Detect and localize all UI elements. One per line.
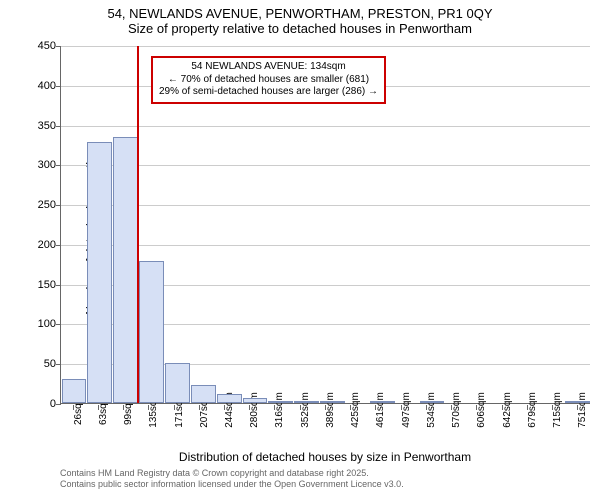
chart-title: 54, NEWLANDS AVENUE, PENWORTHAM, PRESTON…	[0, 6, 600, 21]
xtick: 570sqm	[439, 406, 464, 446]
annotation-line1: 54 NEWLANDS AVENUE: 134sqm	[159, 61, 378, 74]
xtick: 461sqm	[363, 406, 388, 446]
chart-subtitle: Size of property relative to detached ho…	[0, 21, 600, 36]
ytick-label: 350	[16, 120, 56, 132]
bar	[139, 261, 164, 403]
bar	[565, 401, 590, 403]
ytick-label: 300	[16, 159, 56, 171]
xtick: 244sqm	[211, 406, 236, 446]
xtick: 497sqm	[388, 406, 413, 446]
attribution-text: Contains HM Land Registry data © Crown c…	[60, 468, 404, 491]
bar	[243, 398, 268, 403]
ytick-mark	[56, 404, 61, 405]
ytick-label: 400	[16, 80, 56, 92]
xtick: 534sqm	[413, 406, 438, 446]
xtick: 389sqm	[312, 406, 337, 446]
xtick: 352sqm	[287, 406, 312, 446]
attribution-line2: Contains public sector information licen…	[60, 479, 404, 490]
ytick-label: 250	[16, 199, 56, 211]
bar	[370, 401, 395, 403]
ytick-label: 100	[16, 318, 56, 330]
title-area: 54, NEWLANDS AVENUE, PENWORTHAM, PRESTON…	[0, 0, 600, 36]
bar	[268, 401, 293, 403]
chart-container: 54, NEWLANDS AVENUE, PENWORTHAM, PRESTON…	[0, 0, 600, 500]
ytick-label: 50	[16, 358, 56, 370]
xtick: 26sqm	[60, 406, 85, 446]
xtick: 280sqm	[237, 406, 262, 446]
bar	[294, 401, 319, 403]
bar	[191, 385, 216, 403]
ytick-label: 150	[16, 279, 56, 291]
bar	[113, 137, 138, 404]
annotation-box: 54 NEWLANDS AVENUE: 134sqm ← 70% of deta…	[151, 56, 386, 104]
bar	[165, 363, 190, 403]
plot-area: 54 NEWLANDS AVENUE: 134sqm ← 70% of deta…	[60, 46, 590, 404]
x-tick-labels: 26sqm63sqm99sqm135sqm171sqm207sqm244sqm2…	[60, 406, 590, 446]
xtick: 171sqm	[161, 406, 186, 446]
xtick: 207sqm	[186, 406, 211, 446]
xtick: 316sqm	[262, 406, 287, 446]
property-marker-line	[137, 46, 139, 403]
xtick: 135sqm	[136, 406, 161, 446]
ytick-label: 0	[16, 398, 56, 410]
xtick: 715sqm	[539, 406, 564, 446]
ytick-label: 450	[16, 40, 56, 52]
bar	[217, 394, 242, 403]
annotation-line2: ← 70% of detached houses are smaller (68…	[159, 74, 378, 87]
bar	[320, 401, 345, 403]
xtick: 642sqm	[489, 406, 514, 446]
bar	[87, 142, 112, 403]
xtick: 99sqm	[110, 406, 135, 446]
xtick: 606sqm	[464, 406, 489, 446]
xtick: 679sqm	[514, 406, 539, 446]
bar	[62, 379, 87, 403]
bar	[420, 401, 445, 403]
ytick-label: 200	[16, 239, 56, 251]
xtick: 751sqm	[565, 406, 590, 446]
xtick: 425sqm	[338, 406, 363, 446]
xtick: 63sqm	[85, 406, 110, 446]
x-axis-label: Distribution of detached houses by size …	[60, 450, 590, 464]
annotation-line3: 29% of semi-detached houses are larger (…	[159, 86, 378, 99]
attribution-line1: Contains HM Land Registry data © Crown c…	[60, 468, 404, 479]
